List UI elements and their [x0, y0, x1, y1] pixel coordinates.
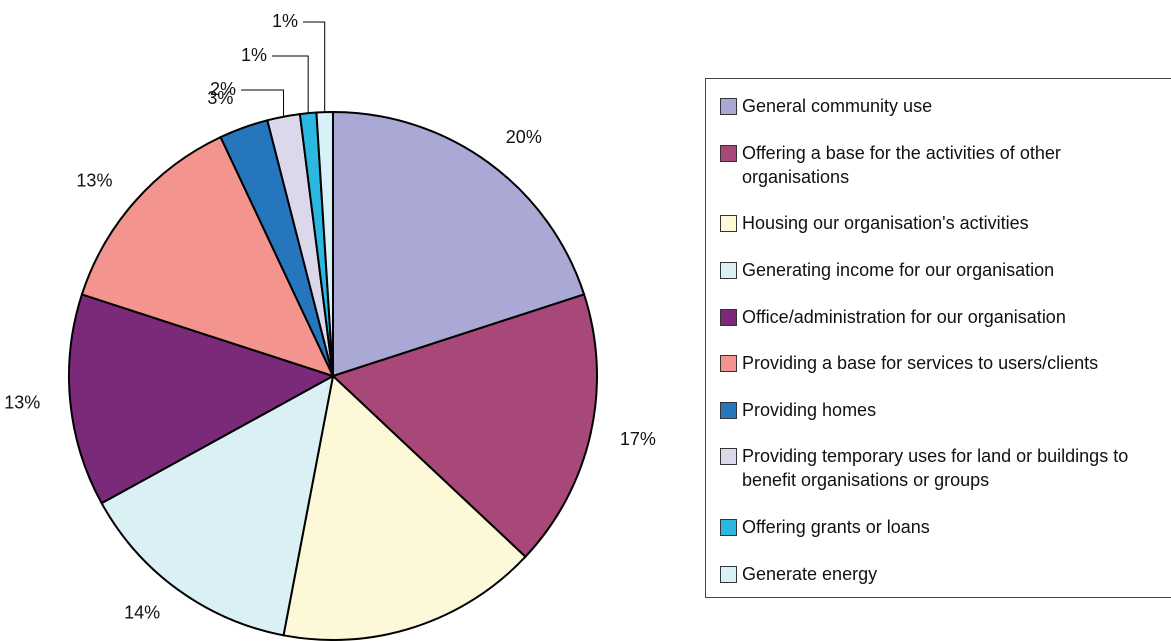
data-label: 17% — [620, 429, 656, 449]
legend-entry: Office/administration for our organisati… — [720, 305, 1171, 329]
pie-slice — [331, 293, 598, 559]
leader-line — [272, 55, 309, 114]
legend-swatch — [720, 262, 737, 280]
chart: 20%17%16%14%13%13%3%2%1%1% — [4, 11, 656, 641]
legend-swatch — [720, 308, 737, 326]
data-label: 20% — [506, 127, 542, 147]
data-label: 2% — [210, 79, 236, 99]
legend-swatch — [720, 144, 737, 162]
legend-entry: Offering grants or loans — [720, 515, 1171, 539]
pie-slice — [315, 110, 334, 377]
legend-swatch — [720, 98, 737, 116]
legend-label: Housing our organisation's activities — [742, 213, 1029, 234]
pie-slice — [68, 293, 336, 505]
legend-entry: Generate energy — [720, 562, 1171, 586]
legend-label: Providing homes — [742, 399, 877, 420]
data-label: 1% — [272, 11, 298, 31]
data-label: 3% — [207, 88, 233, 108]
data-label: 14% — [124, 603, 160, 623]
legend-entry: Providing temporary uses for land or bui… — [720, 444, 1171, 492]
data-label: 13% — [76, 170, 112, 190]
legend-swatch — [720, 215, 737, 233]
data-label: 13% — [4, 392, 40, 412]
legend-entry: Housing our organisation's activities — [720, 211, 1171, 235]
leader-line — [303, 21, 326, 113]
legend-entry: Offering a base for the activities of ot… — [720, 141, 1171, 189]
pie-slice — [100, 374, 335, 637]
legend-label: Offering a base for the activities of ot… — [742, 142, 1061, 187]
legend-label: Generate energy — [742, 563, 878, 584]
legend-entry: General community use — [720, 94, 1171, 118]
legend-swatch — [720, 519, 737, 537]
legend-entry: Providing homes — [720, 398, 1171, 422]
legend-entry: Generating income for our organisation — [720, 258, 1171, 282]
legend-label: Office/administration for our organisati… — [742, 306, 1066, 327]
pie-slice — [332, 110, 586, 378]
legend-entry: Providing a base for services to users/c… — [720, 351, 1171, 375]
legend-label: Generating income for our organisation — [742, 260, 1055, 281]
legend-label: Offering grants or loans — [742, 517, 930, 538]
legend-label: Providing a base for services to users/c… — [742, 353, 1099, 374]
legend-swatch — [720, 355, 737, 373]
legend-swatch — [720, 565, 737, 583]
legend-label: General community use — [742, 96, 933, 117]
pie-slice — [282, 374, 527, 641]
legend: General community use Offering a base for… — [705, 78, 1171, 598]
legend-swatch — [720, 448, 737, 466]
data-label: 1% — [241, 45, 267, 65]
legend-label: Providing temporary uses for land or bui… — [742, 446, 1129, 491]
pie-slice — [80, 135, 335, 378]
leader-line — [241, 89, 285, 117]
legend-swatch — [720, 401, 737, 419]
